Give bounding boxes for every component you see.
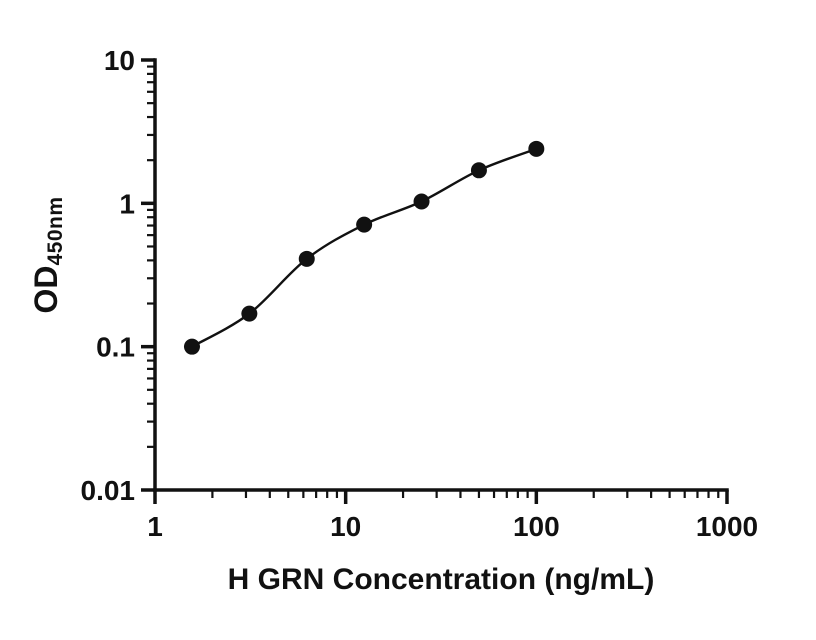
x-axis-label: H GRN Concentration (ng/mL)	[227, 563, 655, 596]
data-point	[183, 338, 200, 355]
x-tick-label: 1	[147, 511, 163, 542]
data-point	[298, 250, 315, 267]
data-point	[241, 305, 258, 322]
data-point	[470, 162, 487, 179]
y-axis-label-subscript: 450nm	[44, 196, 67, 266]
y-tick-label: 0.01	[81, 475, 136, 506]
x-tick-label: 100	[513, 511, 560, 542]
y-tick-label: 0.1	[96, 332, 135, 363]
x-tick-label: 10	[330, 511, 361, 542]
y-axis-label-main: OD	[28, 265, 64, 314]
y-tick-label: 10	[104, 45, 135, 76]
data-point	[356, 216, 373, 233]
y-axis-label: OD450nm	[28, 196, 68, 313]
data-point	[413, 193, 430, 210]
x-tick-label: 1000	[696, 511, 758, 542]
data-point	[528, 140, 545, 157]
y-tick-label: 1	[119, 188, 135, 219]
